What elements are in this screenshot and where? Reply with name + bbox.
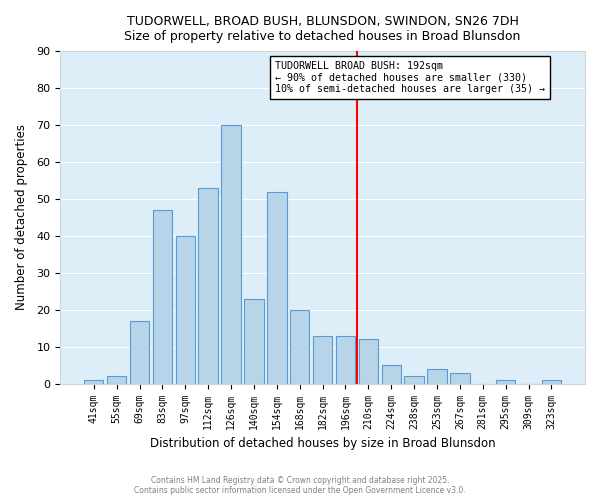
Bar [199,188,218,384]
Text: Contains HM Land Registry data © Crown copyright and database right 2025.
Contai: Contains HM Land Registry data © Crown c… [134,476,466,495]
Bar [336,336,355,384]
X-axis label: Distribution of detached houses by size in Broad Blunsdon: Distribution of detached houses by size … [150,437,496,450]
Bar [221,125,241,384]
Bar [130,321,149,384]
Bar [359,340,378,384]
Bar [84,380,103,384]
Bar [404,376,424,384]
Bar [107,376,127,384]
Bar [542,380,561,384]
Bar [450,372,470,384]
Bar [290,310,310,384]
Bar [267,192,287,384]
Bar [382,365,401,384]
Bar [176,236,195,384]
Y-axis label: Number of detached properties: Number of detached properties [15,124,28,310]
Bar [313,336,332,384]
Bar [427,369,447,384]
Title: TUDORWELL, BROAD BUSH, BLUNSDON, SWINDON, SN26 7DH
Size of property relative to : TUDORWELL, BROAD BUSH, BLUNSDON, SWINDON… [124,15,521,43]
Bar [244,298,263,384]
Text: TUDORWELL BROAD BUSH: 192sqm
← 90% of detached houses are smaller (330)
10% of s: TUDORWELL BROAD BUSH: 192sqm ← 90% of de… [275,61,545,94]
Bar [152,210,172,384]
Bar [496,380,515,384]
